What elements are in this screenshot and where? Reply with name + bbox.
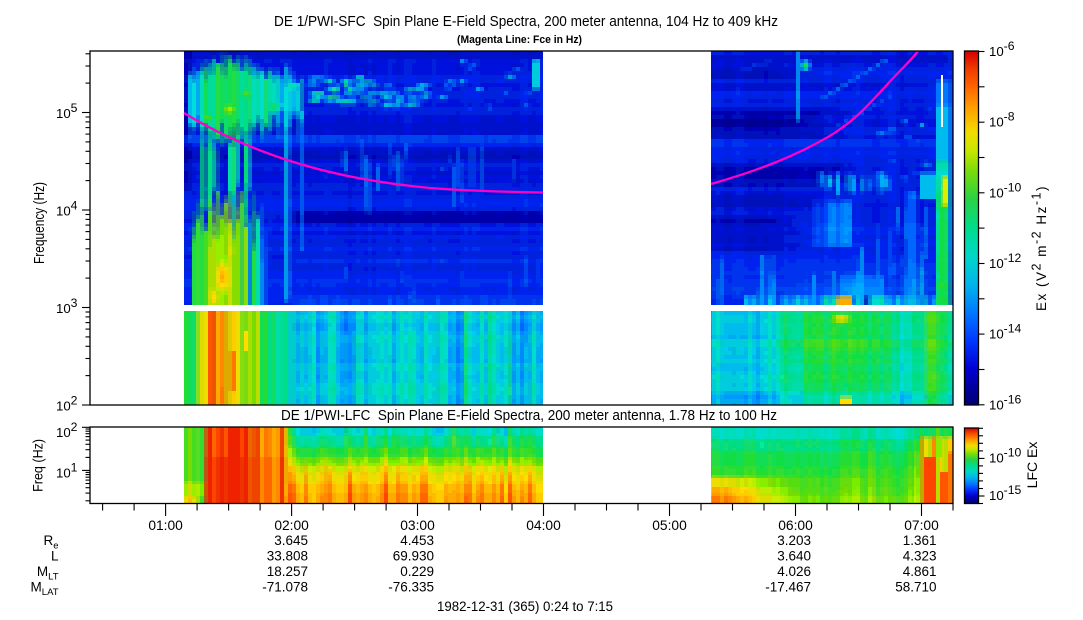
svg-text:10-8: 10-8 xyxy=(989,110,1015,130)
svg-text:4.026: 4.026 xyxy=(777,564,811,579)
svg-text:06:00: 06:00 xyxy=(778,518,813,533)
svg-text:10-16: 10-16 xyxy=(989,392,1022,412)
svg-text:Frequency (Hz): Frequency (Hz) xyxy=(31,182,48,264)
svg-text:3.640: 3.640 xyxy=(777,549,811,564)
svg-text:-71.078: -71.078 xyxy=(262,580,308,595)
svg-text:0.229: 0.229 xyxy=(400,564,434,579)
svg-text:(Magenta Line: Fce in Hz): (Magenta Line: Fce in Hz) xyxy=(457,34,582,46)
svg-text:4.861: 4.861 xyxy=(903,564,937,579)
svg-text:04:00: 04:00 xyxy=(526,518,561,533)
svg-text:LFC Ex: LFC Ex xyxy=(1024,442,1040,489)
svg-text:DE 1/PWI-SFC Spin Plane E-Fie: DE 1/PWI-SFC Spin Plane E-Field Spectra,… xyxy=(274,13,778,30)
svg-text:18.257: 18.257 xyxy=(267,564,308,579)
svg-text:L: L xyxy=(51,549,59,564)
svg-text:DE 1/PWI-LFC Spin Plane E-Fie: DE 1/PWI-LFC Spin Plane E-Field Spectra,… xyxy=(281,407,777,424)
svg-text:10-14: 10-14 xyxy=(989,322,1022,342)
svg-text:02:00: 02:00 xyxy=(274,518,309,533)
svg-text:10-15: 10-15 xyxy=(989,483,1022,503)
svg-text:-76.335: -76.335 xyxy=(388,580,434,595)
svg-text:102: 102 xyxy=(56,420,78,440)
svg-text:10-12: 10-12 xyxy=(989,251,1022,271)
svg-text:103: 103 xyxy=(56,296,78,316)
svg-text:105: 105 xyxy=(56,101,78,121)
svg-text:4.453: 4.453 xyxy=(400,533,434,548)
svg-text:104: 104 xyxy=(56,199,78,219)
svg-text:03:00: 03:00 xyxy=(400,518,435,533)
svg-text:10-10: 10-10 xyxy=(989,446,1022,466)
svg-text:1.361: 1.361 xyxy=(903,533,937,548)
svg-text:4.323: 4.323 xyxy=(903,549,937,564)
svg-text:Freq (Hz): Freq (Hz) xyxy=(31,439,46,492)
svg-text:69.930: 69.930 xyxy=(393,549,434,564)
svg-text:3.203: 3.203 xyxy=(777,533,811,548)
svg-text:07:00: 07:00 xyxy=(904,518,939,533)
svg-text:10-10: 10-10 xyxy=(989,180,1022,200)
svg-text:101: 101 xyxy=(56,461,78,481)
svg-text:1982-12-31 (365) 0:24 to 7:15: 1982-12-31 (365) 0:24 to 7:15 xyxy=(437,599,613,614)
svg-text:10-6: 10-6 xyxy=(989,39,1015,59)
svg-text:-17.467: -17.467 xyxy=(765,580,811,595)
svg-text:01:00: 01:00 xyxy=(148,518,183,533)
svg-text:58.710: 58.710 xyxy=(895,580,936,595)
svg-text:Ex (V2 m-2 Hz-1): Ex (V2 m-2 Hz-1) xyxy=(1030,185,1050,311)
svg-text:102: 102 xyxy=(56,394,78,414)
svg-text:05:00: 05:00 xyxy=(652,518,687,533)
svg-text:33.808: 33.808 xyxy=(267,549,308,564)
svg-text:3.645: 3.645 xyxy=(274,533,308,548)
